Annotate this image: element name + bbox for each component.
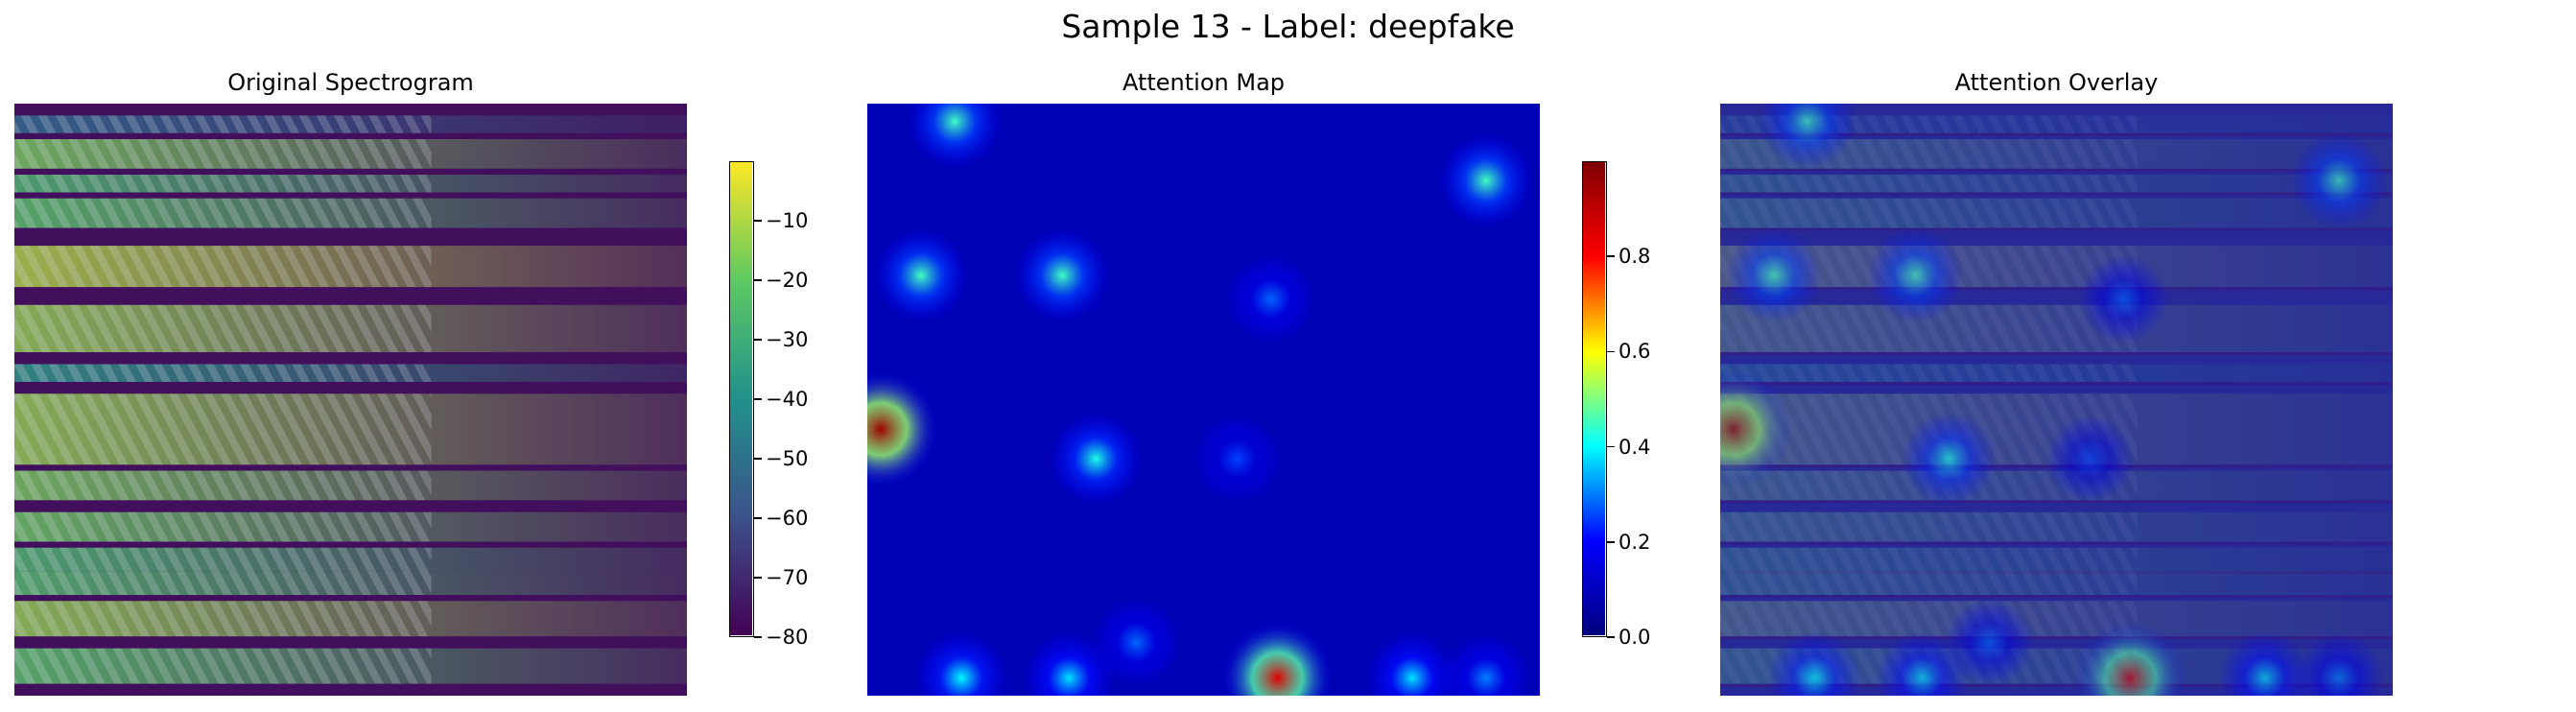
attention-hotspot bbox=[1365, 631, 1459, 696]
spectrogram-band bbox=[14, 511, 687, 545]
spectrogram-base bbox=[14, 104, 687, 696]
attention-hotspot bbox=[2046, 415, 2135, 503]
attention-hotspot bbox=[1726, 227, 1822, 323]
spectrogram-band bbox=[14, 470, 687, 504]
attention-hotspot bbox=[873, 227, 969, 323]
spectrogram-band bbox=[14, 571, 687, 599]
spectrogram-band bbox=[14, 547, 687, 575]
attention-hotspot bbox=[1760, 104, 1856, 170]
colorbar-tick-mark bbox=[754, 458, 762, 460]
colorbar-tick-mark bbox=[754, 220, 762, 222]
attention-hotspot bbox=[2218, 631, 2312, 696]
attention-hotspot bbox=[1022, 631, 1116, 696]
spectrogram-colorbar bbox=[729, 161, 754, 637]
colorbar-tick-label: −60 bbox=[766, 507, 809, 530]
colorbar-tick-mark bbox=[1607, 350, 1615, 353]
spectrogram-band bbox=[1720, 601, 2393, 640]
spectrogram-title: Original Spectrogram bbox=[227, 69, 474, 96]
attention-hotspot bbox=[1092, 598, 1181, 687]
figure-title: Sample 13 - Label: deepfake bbox=[1061, 8, 1515, 45]
spectrogram-band bbox=[14, 393, 687, 468]
colorbar-tick-mark bbox=[1607, 255, 1615, 257]
attention-hotspot bbox=[1193, 415, 1282, 503]
colorbar-tick-label: 0.4 bbox=[1619, 435, 1651, 459]
spectrogram-band bbox=[14, 246, 687, 291]
colorbar-tick-label: 0.0 bbox=[1619, 626, 1651, 649]
attention-map-heatmap bbox=[867, 104, 1540, 696]
attention-spots bbox=[1720, 104, 2387, 696]
attention-hotspot bbox=[1438, 132, 1534, 229]
spectrogram-band bbox=[14, 139, 687, 172]
spectrogram-panel bbox=[14, 104, 687, 696]
attention-hotspot bbox=[1767, 630, 1861, 696]
overlay-title: Attention Overlay bbox=[1954, 69, 2159, 96]
overlay-heatmap bbox=[1720, 104, 2393, 696]
colorbar-tick-label: −20 bbox=[766, 269, 809, 292]
colorbar-tick-label: −80 bbox=[766, 626, 809, 649]
spectrogram-band bbox=[14, 648, 687, 687]
colorbar-tick-mark bbox=[754, 398, 762, 400]
attention-hotspot bbox=[1867, 227, 1964, 323]
overlay-panel bbox=[1720, 104, 2393, 696]
colorbar-tick-label: −40 bbox=[766, 388, 809, 411]
spectrogram-band bbox=[1720, 511, 2393, 545]
spectrogram-band bbox=[1720, 198, 2393, 231]
attention-hotspot bbox=[2073, 621, 2187, 696]
colorbar-tick-label: −10 bbox=[766, 209, 809, 232]
attention-hotspot bbox=[1220, 621, 1335, 696]
spectrogram-band bbox=[1720, 364, 2393, 385]
colorbar-tick-label: 0.8 bbox=[1619, 245, 1651, 269]
spectrogram-band bbox=[14, 115, 687, 136]
colorbar-tick-mark bbox=[754, 279, 762, 281]
colorbar-tick-label: 0.2 bbox=[1619, 530, 1651, 554]
attention-hotspot bbox=[1014, 227, 1111, 323]
colorbar-gradient bbox=[730, 162, 752, 635]
attention-hotspot bbox=[1945, 598, 2034, 687]
colorbar-tick-mark bbox=[754, 339, 762, 341]
attention-hotspot bbox=[1049, 411, 1144, 507]
spectrogram-band bbox=[14, 364, 687, 385]
spectrogram-band bbox=[1720, 571, 2393, 599]
attention-hotspot bbox=[2291, 132, 2387, 229]
colorbar-gradient bbox=[1583, 162, 1605, 635]
attention-hotspot bbox=[1720, 370, 1792, 488]
colorbar-tick-label: −50 bbox=[766, 447, 809, 470]
colorbar-tick-mark bbox=[754, 636, 762, 638]
colorbar-tick-label: −30 bbox=[766, 328, 809, 351]
attention-hotspot bbox=[1902, 411, 1997, 507]
colorbar-tick-label: −70 bbox=[766, 566, 809, 589]
attention-map-title: Attention Map bbox=[1122, 69, 1286, 96]
spectrogram-band bbox=[14, 198, 687, 231]
attention-hotspot bbox=[867, 370, 939, 488]
colorbar-tick-mark bbox=[754, 577, 762, 579]
colorbar-tick-mark bbox=[1607, 636, 1615, 638]
attention-hotspot bbox=[2079, 254, 2168, 344]
spectrogram-band bbox=[14, 601, 687, 640]
spectrogram-heatmap bbox=[14, 104, 687, 696]
colorbar-tick-mark bbox=[1607, 445, 1615, 448]
attention-hotspot bbox=[1875, 631, 1969, 696]
attention-colorbar bbox=[1582, 161, 1607, 637]
attention-hotspot bbox=[1226, 254, 1315, 344]
colorbar-tick-mark bbox=[1607, 541, 1615, 543]
attention-hotspot bbox=[914, 630, 1008, 696]
attention-hotspot bbox=[1441, 632, 1531, 696]
attention-spots bbox=[867, 104, 1540, 696]
colorbar-tick-mark bbox=[754, 517, 762, 519]
attention-hotspot bbox=[2294, 632, 2384, 696]
attention-hotspot bbox=[907, 104, 1004, 170]
attention-map-panel bbox=[867, 104, 1540, 696]
spectrogram-band bbox=[14, 175, 687, 196]
colorbar-tick-label: 0.6 bbox=[1619, 340, 1651, 364]
spectrogram-band bbox=[14, 304, 687, 356]
spectrogram-band bbox=[1720, 175, 2393, 196]
